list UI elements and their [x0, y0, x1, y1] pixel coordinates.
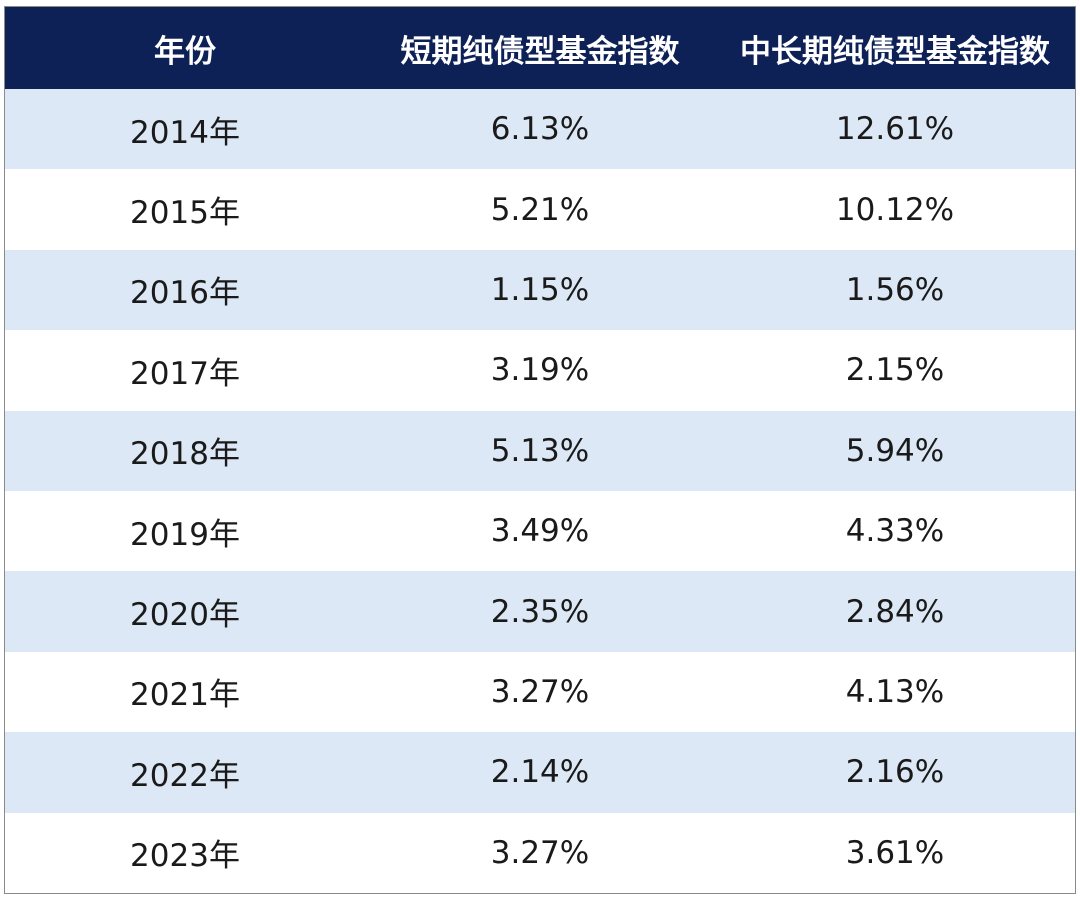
medium-long-term-value-cell: 2.16% — [845, 754, 945, 791]
table-row: 2022年 2.14% 2.16% — [5, 732, 1075, 813]
medium-long-term-value-cell: 4.33% — [845, 513, 945, 550]
medium-long-term-value-cell: 2.15% — [845, 352, 945, 389]
table-header: 年份 短期纯债型基金指数 中长期纯债型基金指数 — [5, 7, 1075, 89]
table-row: 2021年 3.27% 4.13% — [5, 651, 1075, 733]
header-year: 年份 — [154, 33, 216, 70]
year-cell: 2015年 — [130, 195, 240, 232]
short-term-value-cell: 2.14% — [490, 754, 590, 791]
short-term-value-cell: 6.13% — [490, 111, 590, 148]
short-term-value-cell: 3.19% — [490, 352, 590, 389]
returns-table: 年份 短期纯债型基金指数 中长期纯债型基金指数 2014年 6.13% 12.61%… — [4, 6, 1076, 894]
short-term-value-cell: 2.35% — [490, 593, 590, 630]
medium-long-term-value-cell: 3.61% — [845, 834, 945, 871]
table-body: 2014年 6.13% 12.61% 2015年 5.21% 10.12% 2016年 1.1… — [5, 89, 1075, 893]
medium-long-term-value-cell: 5.94% — [845, 432, 945, 469]
medium-long-term-value-cell: 12.61% — [835, 111, 955, 148]
medium-long-term-value-cell: 10.12% — [835, 191, 955, 228]
short-term-value-cell: 3.27% — [490, 673, 590, 710]
short-term-value-cell: 3.27% — [490, 834, 590, 871]
year-cell: 2021年 — [130, 677, 240, 714]
year-cell: 2014年 — [130, 114, 240, 151]
year-cell: 2017年 — [130, 355, 240, 392]
table-row: 2020年 2.35% 2.84% — [5, 571, 1075, 652]
year-cell: 2023年 — [130, 838, 240, 875]
table-row: 2014年 6.13% 12.61% — [5, 89, 1075, 170]
short-term-value-cell: 3.49% — [490, 513, 590, 550]
year-cell: 2019年 — [130, 516, 240, 553]
year-cell: 2022年 — [130, 757, 240, 794]
short-term-value-cell: 5.21% — [490, 191, 590, 228]
year-cell: 2018年 — [130, 436, 240, 473]
header-short-term-index: 短期纯债型基金指数 — [400, 33, 680, 70]
table-row: 2015年 5.21% 10.12% — [5, 169, 1075, 250]
medium-long-term-value-cell: 1.56% — [845, 271, 945, 308]
medium-long-term-value-cell: 2.84% — [845, 593, 945, 630]
header-medium-long-term-index: 中长期纯债型基金指数 — [740, 33, 1050, 70]
year-cell: 2020年 — [130, 597, 240, 634]
table-row: 2023年 3.27% 3.61% — [5, 812, 1075, 893]
year-cell: 2016年 — [130, 275, 240, 312]
medium-long-term-value-cell: 4.13% — [845, 673, 945, 710]
table-row: 2018年 5.13% 5.94% — [5, 410, 1075, 491]
table-row: 2016年 1.15% 1.56% — [5, 249, 1075, 331]
short-term-value-cell: 1.15% — [490, 271, 590, 308]
short-term-value-cell: 5.13% — [490, 432, 590, 469]
table-row: 2019年 3.49% 4.33% — [5, 490, 1075, 572]
table-row: 2017年 3.19% 2.15% — [5, 330, 1075, 411]
